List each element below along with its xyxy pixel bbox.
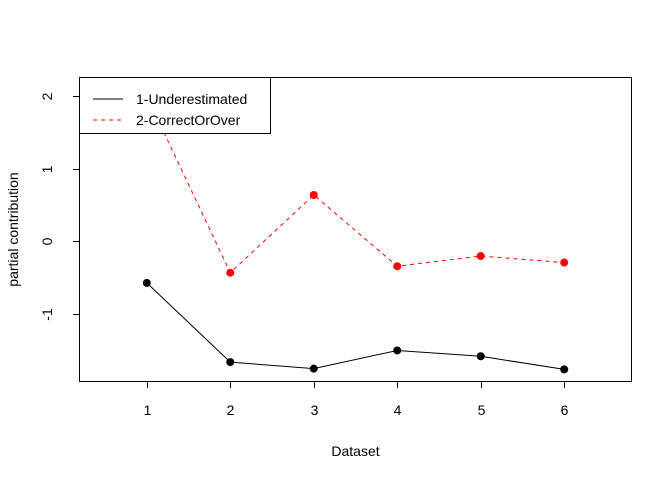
data-point: [393, 262, 402, 271]
data-point: [142, 278, 151, 287]
data-point: [309, 364, 318, 373]
x-tick-label: 2: [227, 402, 235, 418]
x-tick-label: 5: [478, 402, 486, 418]
data-point: [309, 190, 318, 199]
x-tick-label: 3: [311, 402, 319, 418]
series-line: [146, 95, 565, 274]
x-tick-label: 4: [394, 402, 402, 418]
legend-label: 2-CorrectOrOver: [136, 112, 241, 128]
data-point: [560, 365, 569, 374]
x-axis-label: Dataset: [331, 443, 379, 459]
x-tick-label: 1: [144, 402, 152, 418]
data-point: [476, 352, 485, 361]
data-point: [393, 346, 402, 355]
series-line: [146, 282, 565, 370]
legend-label: 1-Underestimated: [136, 91, 247, 107]
x-tick-label: 6: [561, 402, 569, 418]
data-point: [226, 358, 235, 367]
y-axis-label: partial contribution: [5, 172, 21, 286]
data-point: [476, 252, 485, 261]
y-tick-label: 2: [39, 92, 55, 100]
legend: 1-Underestimated 2-CorrectOrOver: [79, 77, 271, 134]
data-point: [226, 268, 235, 277]
series-1: [142, 278, 569, 374]
y-tick-label: 1: [39, 165, 55, 173]
legend-box: [79, 77, 271, 134]
y-tick-label: -1: [39, 308, 55, 321]
y-tick-label: 0: [39, 237, 55, 245]
data-point: [560, 258, 569, 267]
chart-marks: [142, 92, 569, 374]
chart-axes: 1 2 3 4 5 6 -1 0 1 2: [39, 92, 569, 418]
